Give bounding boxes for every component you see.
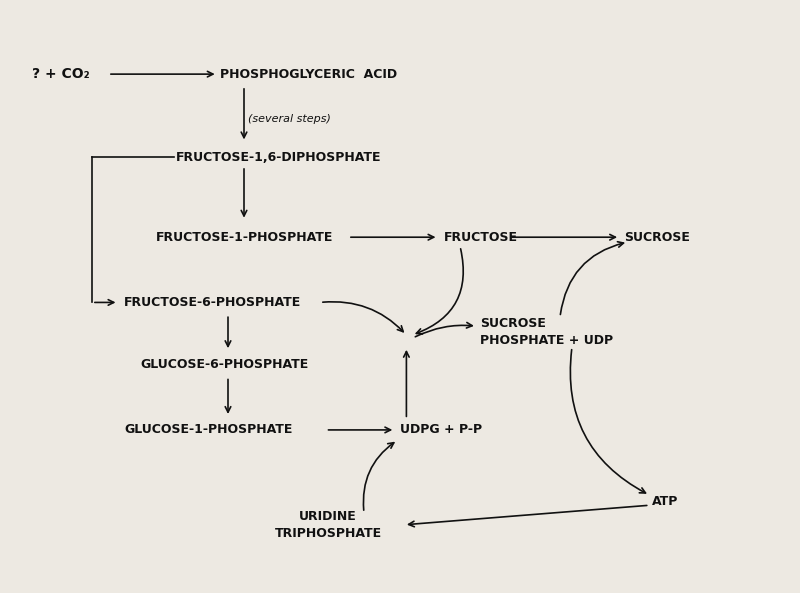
Text: SUCROSE
PHOSPHATE + UDP: SUCROSE PHOSPHATE + UDP <box>480 317 613 347</box>
Text: SUCROSE: SUCROSE <box>624 231 690 244</box>
Text: PHOSPHOGLYCERIC  ACID: PHOSPHOGLYCERIC ACID <box>220 68 397 81</box>
Text: GLUCOSE-1-PHOSPHATE: GLUCOSE-1-PHOSPHATE <box>124 423 292 436</box>
Text: (several steps): (several steps) <box>248 114 331 123</box>
Text: FRUCTOSE: FRUCTOSE <box>444 231 518 244</box>
Text: UDPG + P-P: UDPG + P-P <box>400 423 482 436</box>
Text: ATP: ATP <box>652 495 678 508</box>
Text: GLUCOSE-6-PHOSPHATE: GLUCOSE-6-PHOSPHATE <box>140 358 308 371</box>
Text: ? + CO₂: ? + CO₂ <box>32 67 90 81</box>
Text: FRUCTOSE-1,6-DIPHOSPHATE: FRUCTOSE-1,6-DIPHOSPHATE <box>176 151 382 164</box>
Text: FRUCTOSE-6-PHOSPHATE: FRUCTOSE-6-PHOSPHATE <box>124 296 302 309</box>
Text: URIDINE
TRIPHOSPHATE: URIDINE TRIPHOSPHATE <box>274 510 382 540</box>
Text: FRUCTOSE-1-PHOSPHATE: FRUCTOSE-1-PHOSPHATE <box>156 231 334 244</box>
